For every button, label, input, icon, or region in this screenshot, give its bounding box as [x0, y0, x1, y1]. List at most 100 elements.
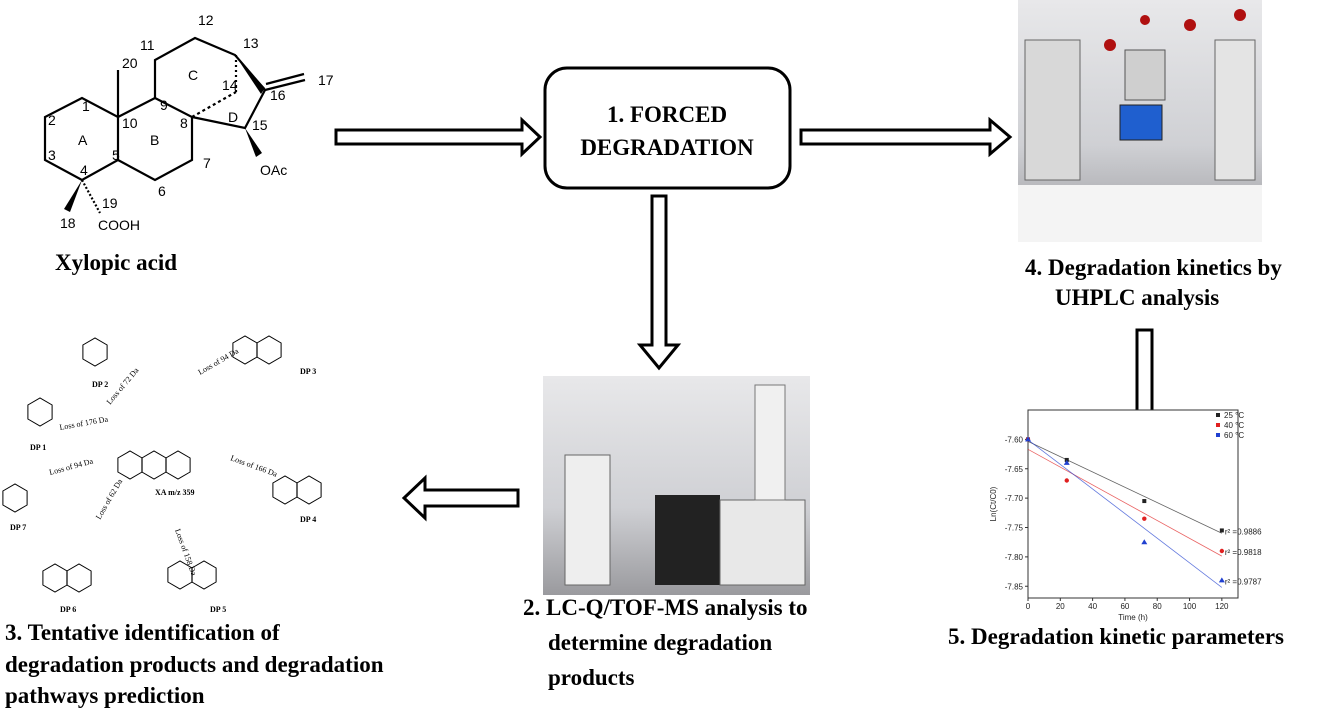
ring [82, 337, 108, 367]
step-text: determine degradation [548, 630, 772, 655]
x-tick-label: 60 [1120, 602, 1129, 611]
uhplc-photo [1018, 0, 1262, 242]
atom-number: 6 [158, 183, 166, 199]
ring [2, 483, 28, 513]
product-label: DP 2 [92, 380, 108, 389]
y-tick-label: -7.60 [1005, 435, 1024, 444]
fit-line [1027, 439, 1223, 588]
r2-label: r² =0.9787 [1225, 577, 1262, 586]
data-point [1025, 436, 1031, 442]
loss-label: Loss of 62 Da [94, 477, 125, 521]
compound-name: Xylopic acid [55, 250, 177, 275]
step-text: pathways prediction [5, 683, 205, 708]
atom-number: 1 [82, 98, 90, 114]
y-tick-label: -7.65 [1005, 465, 1024, 474]
loss-label: Loss of 94 Da [197, 346, 241, 377]
parent-label: XA m/z 359 [155, 488, 195, 497]
data-point [1064, 478, 1069, 483]
ring [27, 397, 53, 427]
data-point [1142, 516, 1147, 521]
step-text: degradation products and degradation [5, 652, 384, 677]
atom-number: 14 [222, 77, 238, 93]
data-point [1063, 459, 1070, 465]
degradation-pathway-scheme: DP 1 DP 2 DP 3 DP 4 DP 5 DP 6 DP 7 XA m/z 359 Lo… [2, 335, 322, 614]
atom-number: 12 [198, 12, 214, 28]
ring [256, 335, 282, 365]
group-label: COOH [98, 217, 140, 233]
x-tick-label: 40 [1088, 602, 1097, 611]
ring [272, 475, 298, 505]
atom-number: 3 [48, 147, 56, 163]
x-tick-label: 120 [1215, 602, 1229, 611]
atom-number: 4 [80, 162, 88, 178]
legend-swatch [1216, 413, 1220, 417]
arrows [334, 66, 1168, 522]
product-label: DP 7 [10, 523, 26, 532]
loss-label: Loss of 72 Da [105, 366, 141, 407]
step-text: 3. Tentative identification of [5, 620, 280, 645]
atom-number: 18 [60, 215, 76, 231]
atom-number: 8 [180, 115, 188, 131]
atom-number: 7 [203, 155, 211, 171]
legend-label: 40 °C [1224, 421, 1244, 430]
product-label: DP 5 [210, 605, 226, 614]
ring [42, 563, 68, 593]
atom-number: 2 [48, 112, 56, 128]
ring [117, 450, 143, 480]
atom-number: 5 [112, 147, 120, 163]
legend-swatch [1216, 423, 1220, 427]
x-tick-label: 80 [1153, 602, 1162, 611]
group-label: OAc [260, 162, 287, 178]
legend-swatch [1216, 433, 1220, 437]
data-point [1219, 548, 1225, 554]
step-text: 4. Degradation kinetics by [1025, 255, 1282, 280]
step-text: 1. FORCED [607, 102, 727, 127]
atom-number: 10 [122, 115, 138, 131]
y-tick-label: -7.85 [1005, 582, 1024, 591]
step-text: UHPLC analysis [1055, 285, 1219, 310]
ring [141, 450, 167, 480]
atom-number: 16 [270, 87, 286, 103]
atom-number: 9 [160, 97, 168, 113]
x-tick-label: 100 [1183, 602, 1197, 611]
product-label: DP 4 [300, 515, 316, 524]
legend-label: 25 °C [1224, 411, 1244, 420]
product-label: DP 3 [300, 367, 316, 376]
y-tick-label: -7.75 [1005, 524, 1024, 533]
x-axis-label: Time (h) [1118, 613, 1148, 622]
atom-number: 11 [140, 37, 155, 53]
data-point [1141, 539, 1148, 545]
x-tick-label: 0 [1026, 602, 1031, 611]
r2-label: r² =0.9818 [1225, 548, 1262, 557]
atom-number: 13 [243, 35, 259, 51]
ring [191, 560, 217, 590]
x-tick-label: 20 [1056, 602, 1065, 611]
data-point [1142, 499, 1147, 504]
y-tick-label: -7.80 [1005, 553, 1024, 562]
atom-number: 20 [122, 55, 138, 71]
ring-label: B [150, 132, 159, 148]
atom-number: 17 [318, 72, 334, 88]
qtof-photo [543, 376, 810, 595]
r2-label: r² =0.9886 [1225, 527, 1262, 536]
y-tick-label: -7.70 [1005, 494, 1024, 503]
ring-label: C [188, 67, 198, 83]
step-text: DEGRADATION [580, 135, 754, 160]
fit-line [1027, 448, 1223, 557]
ring [296, 475, 322, 505]
fit-line [1027, 441, 1223, 534]
xylopic-acid-structure: OAc COOH A B C D Xylopic acid [43, 36, 306, 275]
ring [165, 450, 191, 480]
product-label: DP 1 [30, 443, 46, 452]
data-point [1219, 528, 1224, 533]
ring-label: D [228, 109, 238, 125]
product-label: DP 6 [60, 605, 76, 614]
legend-label: 60 °C [1224, 431, 1244, 440]
step-text: products [548, 665, 635, 690]
atom-number: 15 [252, 117, 268, 133]
data-point [1218, 577, 1225, 583]
loss-label: Loss of 94 Da [48, 456, 94, 476]
loss-label: Loss of 176 Da [59, 415, 109, 432]
step-text: 2. LC-Q/TOF-MS analysis to [523, 595, 808, 620]
